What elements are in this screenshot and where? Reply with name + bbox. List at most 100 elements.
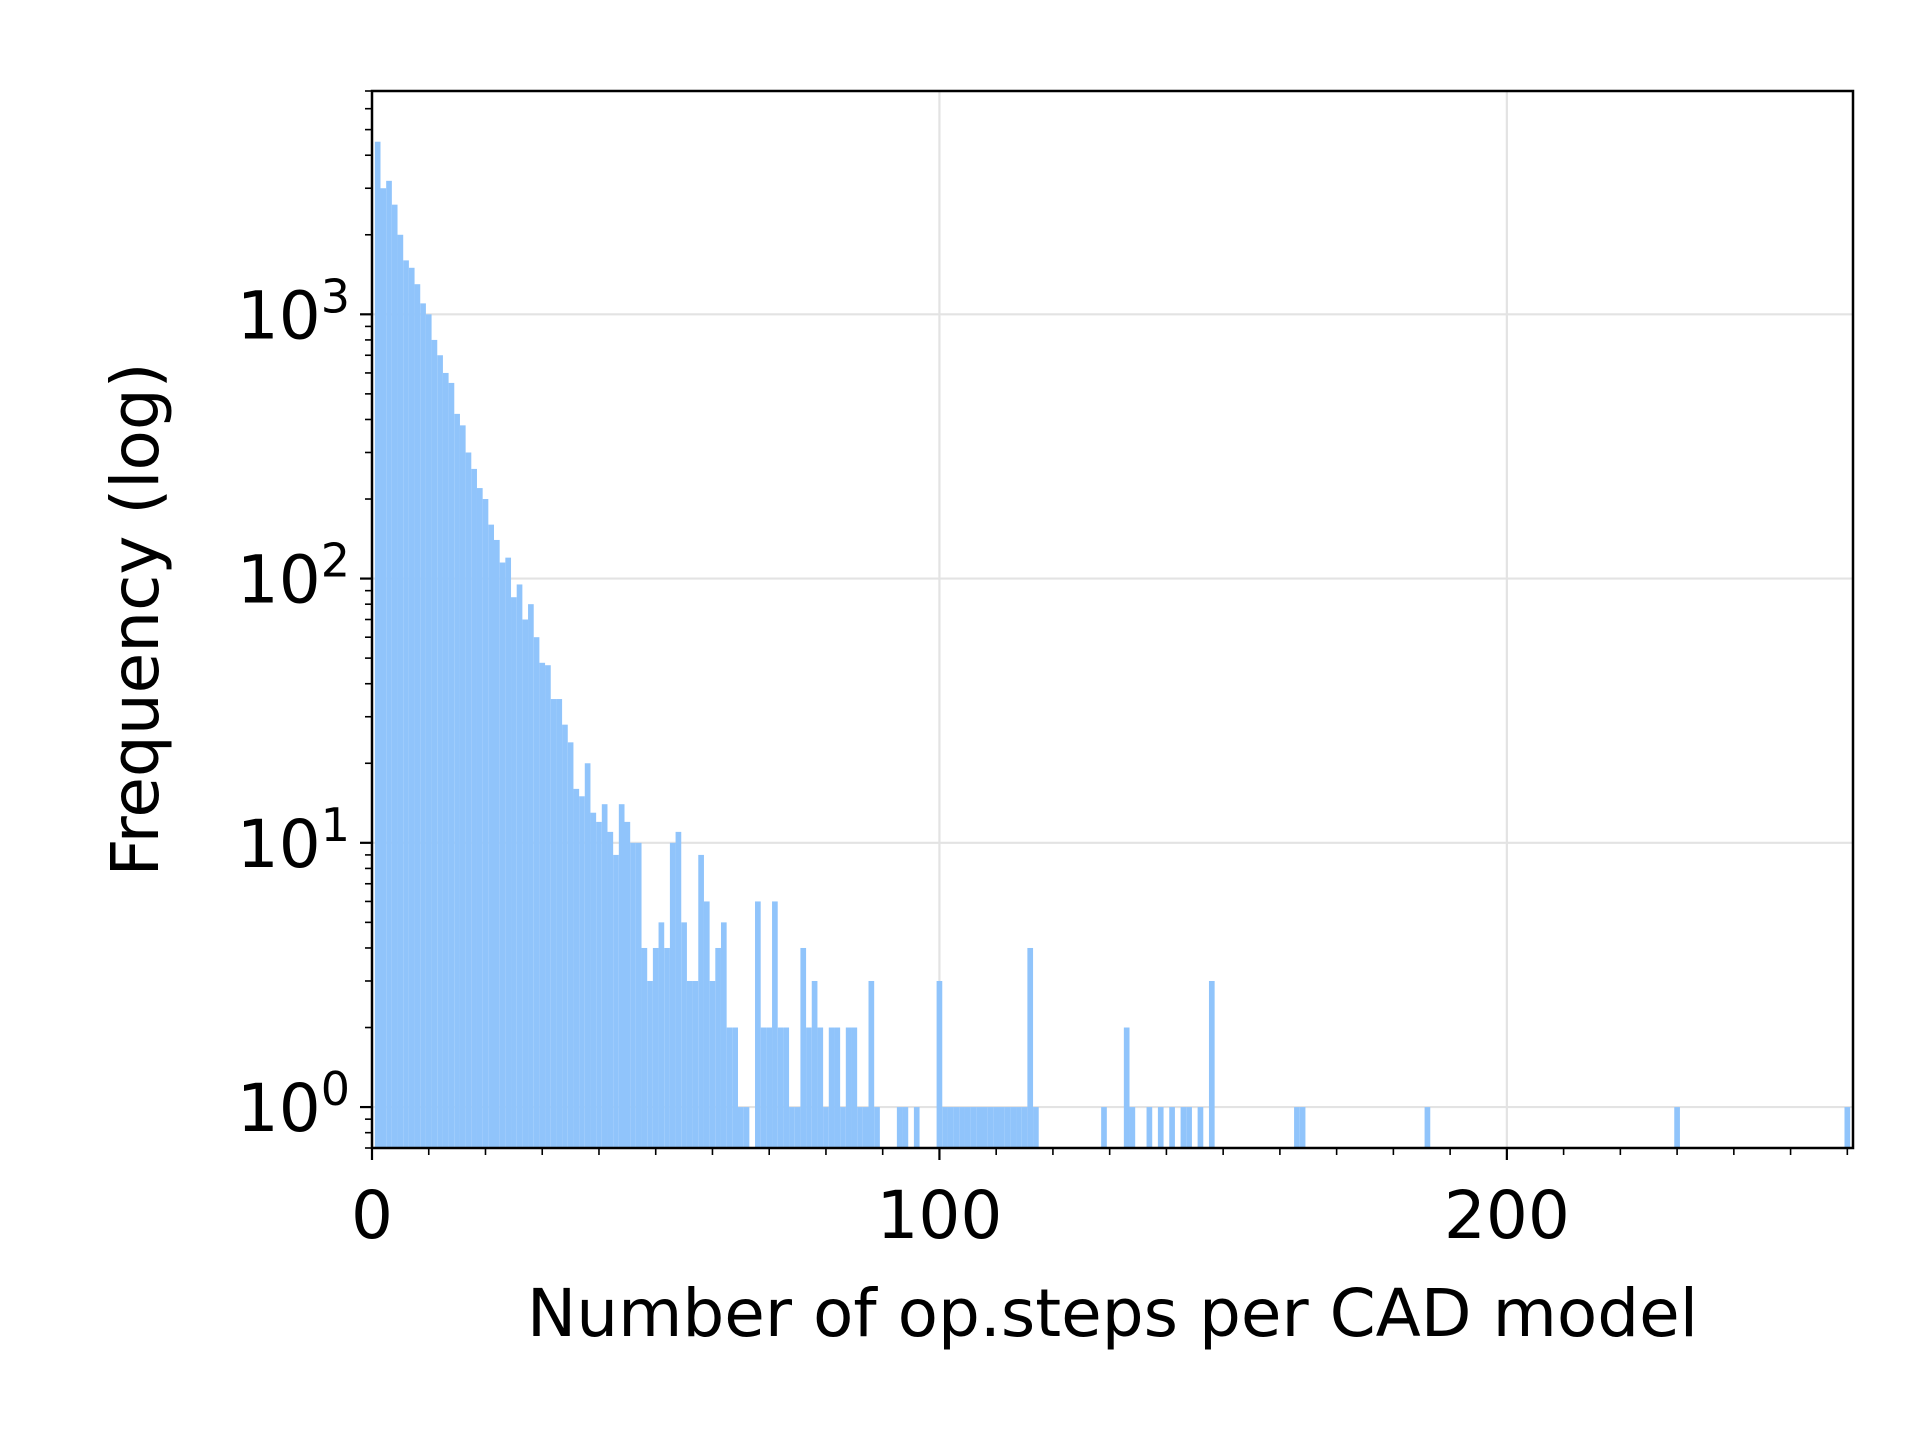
histogram-bar: [1424, 1107, 1431, 1148]
histogram-bar: [624, 821, 631, 1148]
histogram-bar: [386, 180, 392, 1148]
histogram-bar: [596, 821, 602, 1148]
histogram-bar: [431, 339, 438, 1148]
histogram-bar: [789, 1107, 795, 1148]
histogram-bar: [964, 1107, 971, 1148]
histogram-bar: [993, 1107, 1000, 1148]
x-tick-label: 0: [351, 1177, 393, 1254]
histogram-bar: [851, 1027, 858, 1148]
histogram-bar: [783, 1027, 790, 1148]
histogram-bar: [522, 619, 529, 1148]
histogram-bar: [953, 1107, 960, 1148]
histogram-bar: [380, 188, 387, 1149]
histogram-bar: [499, 562, 506, 1148]
histogram-bar: [584, 763, 591, 1148]
histogram-bar: [539, 662, 546, 1148]
histogram-bar: [794, 1107, 801, 1148]
histogram-bar: [936, 980, 943, 1148]
x-axis-label: Number of op.steps per CAD model: [527, 1275, 1698, 1352]
histogram-bar: [777, 1027, 784, 1148]
histogram-bar: [874, 1107, 880, 1148]
histogram-bar: [806, 1027, 812, 1148]
histogram-bar: [664, 947, 670, 1148]
y-tick-label: 101: [237, 798, 350, 883]
histogram-bar: [681, 922, 687, 1148]
histogram-bar: [811, 980, 818, 1148]
histogram-bar: [562, 724, 568, 1148]
histogram-bar: [1294, 1107, 1300, 1148]
histogram-bar: [658, 922, 665, 1148]
histogram-bar: [976, 1107, 982, 1148]
histogram-bar: [1208, 980, 1215, 1148]
histogram-bar: [630, 842, 636, 1148]
histogram-bar: [987, 1107, 994, 1148]
histogram-bar: [437, 355, 443, 1148]
histogram-bar: [1146, 1107, 1153, 1148]
histogram-bar: [374, 141, 381, 1148]
x-tick-label: 100: [876, 1177, 1002, 1254]
histogram-bar: [403, 260, 409, 1149]
histogram-bar: [845, 1027, 852, 1148]
histogram-bar: [823, 1107, 829, 1148]
histogram-bar: [755, 901, 761, 1148]
histogram-bar: [1186, 1107, 1192, 1148]
histogram-bar: [567, 742, 574, 1148]
histogram-bar: [675, 831, 682, 1148]
histogram-bar: [709, 980, 716, 1148]
histogram-bar: [760, 1027, 767, 1148]
histogram-bar: [482, 499, 489, 1148]
y-tick-label: 100: [237, 1062, 350, 1147]
histogram-bar: [1157, 1107, 1164, 1148]
histogram-bar: [857, 1107, 863, 1148]
histogram-bar: [800, 947, 807, 1148]
histogram-bar: [1016, 1107, 1022, 1148]
histogram-bar: [726, 1027, 733, 1148]
histogram-bar: [505, 557, 512, 1148]
histogram-bar: [999, 1107, 1005, 1148]
histogram-bar: [397, 234, 404, 1149]
histogram-bar: [862, 1107, 869, 1148]
histogram-bar: [840, 1107, 846, 1148]
histogram-bar: [772, 901, 778, 1148]
histogram-bar: [1027, 947, 1034, 1148]
histogram-bar: [641, 947, 648, 1148]
histogram-bar: [465, 452, 472, 1148]
histogram-bar: [737, 1107, 744, 1148]
histogram-bar: [579, 796, 585, 1148]
histogram-bar: [1101, 1107, 1107, 1148]
histogram-bar: [391, 204, 398, 1148]
plot-frame: [370, 89, 1855, 1150]
histogram-bar: [1123, 1027, 1130, 1148]
histogram-bar: [601, 804, 608, 1148]
histogram-bar: [414, 284, 421, 1148]
histogram-bar: [635, 842, 642, 1148]
histogram-bar: [573, 788, 580, 1148]
histogram-bar: [1169, 1107, 1175, 1148]
histogram-bar: [766, 1027, 773, 1148]
histogram-bar: [516, 584, 523, 1148]
histogram-bar: [868, 980, 875, 1148]
histogram-bar: [720, 922, 727, 1148]
histogram-bar: [528, 604, 534, 1148]
histogram-bar: [533, 637, 540, 1148]
histogram-bar: [556, 699, 563, 1148]
histogram-bar: [652, 947, 659, 1148]
histogram-bar: [511, 597, 517, 1148]
histogram-bar: [981, 1107, 988, 1148]
histogram-bar: [1197, 1107, 1204, 1148]
histogram-bar: [448, 382, 455, 1148]
histogram-bar: [817, 1027, 824, 1148]
histogram-bar: [1299, 1107, 1306, 1148]
histogram-bar: [442, 372, 449, 1149]
histogram-bar: [913, 1107, 920, 1148]
y-axis-label: Frequency (log): [97, 362, 174, 876]
histogram-bar: [476, 488, 483, 1148]
histogram-bar: [1129, 1107, 1136, 1148]
histogram-bar: [1021, 1107, 1028, 1148]
histogram-bar: [669, 842, 676, 1148]
histogram-bar: [607, 831, 614, 1148]
histogram-bar: [425, 314, 432, 1149]
histogram-bar: [1004, 1107, 1011, 1148]
histogram-bar: [590, 812, 597, 1148]
